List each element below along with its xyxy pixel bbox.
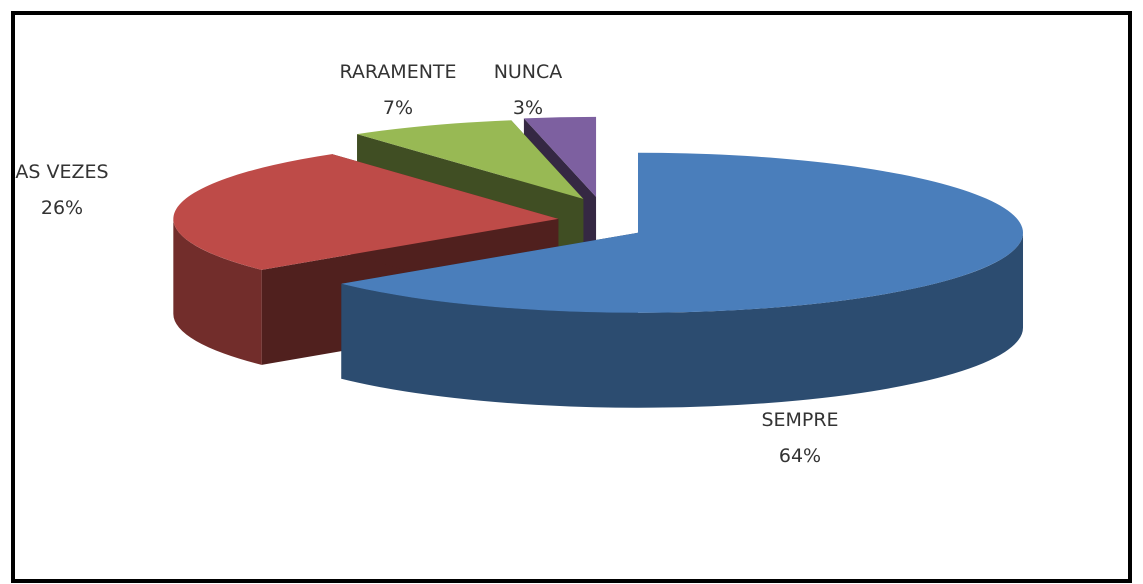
data-label-name: NUNCA [494,61,563,83]
data-label-name: SEMPRE [761,409,838,431]
data-label-value: 3% [513,97,543,119]
data-label-value: 26% [41,197,83,219]
slice-wall [173,218,262,365]
data-label-value: 7% [383,97,413,119]
data-label-name: RARAMENTE [339,61,456,83]
data-label-value: 64% [779,445,821,467]
slice-top [173,154,559,270]
pie [173,116,1024,408]
slice-wall [341,232,1024,408]
slice [341,152,1024,408]
data-label-name: AS VEZES [15,161,108,183]
slice-top [357,120,584,199]
slice-top [341,152,1024,313]
labels: SEMPRE 64% AS VEZES 26% RARAMENTE 7% NUNCA 3% [15,61,838,467]
slice-top [523,116,597,197]
